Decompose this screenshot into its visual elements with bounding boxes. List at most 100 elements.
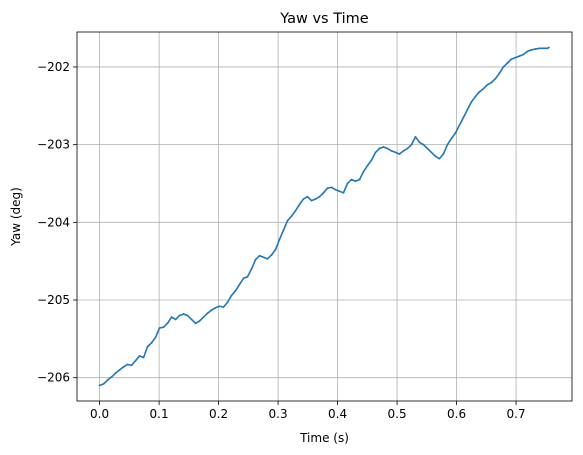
y-axis-ticks: −206 −205 −204 −203 −202: [37, 60, 77, 385]
data-point: [334, 188, 337, 191]
data-point: [442, 153, 445, 155]
data-point: [498, 72, 501, 75]
data-point: [474, 95, 477, 98]
x-tick-label: 0.4: [328, 407, 347, 421]
data-point: [494, 77, 497, 80]
data-point: [426, 147, 429, 150]
data-point: [286, 219, 289, 222]
data-point: [190, 318, 193, 321]
data-point: [370, 159, 373, 162]
data-point: [106, 379, 109, 381]
data-point: [318, 195, 321, 198]
data-point: [486, 83, 489, 86]
data-point: [470, 101, 473, 103]
y-tick-label: −206: [37, 371, 70, 385]
series-line: [98, 46, 550, 387]
data-point: [350, 178, 353, 181]
data-point: [178, 314, 181, 317]
data-point: [154, 336, 157, 339]
grid: [77, 32, 572, 401]
data-point: [206, 312, 209, 315]
data-point: [346, 182, 349, 185]
data-point: [434, 155, 437, 158]
data-point: [258, 254, 261, 257]
y-tick-label: −205: [37, 293, 70, 307]
data-point: [138, 355, 141, 357]
data-point: [298, 203, 301, 206]
data-point: [506, 62, 509, 64]
data-point: [382, 146, 385, 148]
data-point: [466, 108, 469, 111]
data-series: [98, 46, 550, 387]
data-point: [490, 81, 493, 84]
data-point: [450, 137, 453, 140]
data-point: [326, 187, 329, 190]
data-point: [150, 341, 153, 344]
data-point: [322, 191, 325, 194]
data-point: [526, 50, 529, 53]
data-point: [130, 364, 133, 367]
data-point: [514, 56, 517, 59]
x-tick-label: 0.0: [90, 407, 109, 421]
data-point: [290, 215, 293, 218]
data-point: [134, 359, 137, 362]
data-point: [242, 277, 245, 280]
data-point: [402, 149, 405, 152]
data-point: [230, 294, 233, 297]
data-point: [262, 256, 265, 259]
data-point: [378, 147, 381, 150]
data-point: [274, 248, 277, 251]
data-point: [422, 143, 425, 146]
data-point: [414, 135, 417, 138]
data-point: [226, 301, 229, 304]
data-point: [210, 309, 213, 312]
x-tick-label: 0.2: [209, 407, 228, 421]
data-point: [410, 143, 413, 146]
data-point: [198, 320, 201, 322]
data-point: [366, 164, 369, 167]
data-point: [418, 141, 421, 144]
x-axis-ticks: 0.0 0.1 0.2 0.3 0.4 0.5 0.6 0.7: [90, 401, 526, 421]
data-point: [390, 149, 393, 152]
data-point: [214, 306, 217, 309]
data-point: [310, 199, 313, 202]
data-point: [398, 153, 401, 155]
y-axis-label: Yaw (deg): [9, 187, 23, 247]
data-point: [342, 191, 345, 194]
data-point: [278, 238, 281, 241]
data-point: [386, 147, 389, 150]
data-point: [394, 151, 397, 154]
chart-title: Yaw vs Time: [279, 11, 369, 27]
data-point: [302, 198, 305, 200]
y-tick-label: −204: [37, 215, 70, 229]
data-point: [482, 87, 485, 90]
data-point: [250, 268, 253, 270]
data-point: [502, 66, 505, 68]
data-point: [110, 376, 113, 378]
data-point: [546, 47, 549, 50]
data-point: [430, 151, 433, 154]
data-point: [406, 147, 409, 150]
data-point: [446, 143, 449, 146]
x-axis-label: Time (s): [299, 431, 349, 445]
data-point: [538, 47, 541, 50]
x-tick-label: 0.6: [447, 407, 466, 421]
data-point: [114, 372, 117, 374]
data-point: [254, 258, 257, 261]
data-point: [362, 170, 365, 173]
data-point: [142, 356, 145, 359]
data-point: [518, 55, 521, 57]
data-point: [118, 369, 121, 371]
data-point: [314, 198, 317, 200]
data-point: [122, 365, 125, 368]
x-tick-label: 0.5: [388, 407, 407, 421]
data-point: [330, 186, 333, 189]
data-point: [462, 116, 465, 119]
data-point: [478, 90, 481, 93]
data-point: [542, 47, 545, 50]
data-point: [182, 313, 185, 315]
data-point: [294, 209, 297, 212]
data-point: [522, 53, 525, 56]
